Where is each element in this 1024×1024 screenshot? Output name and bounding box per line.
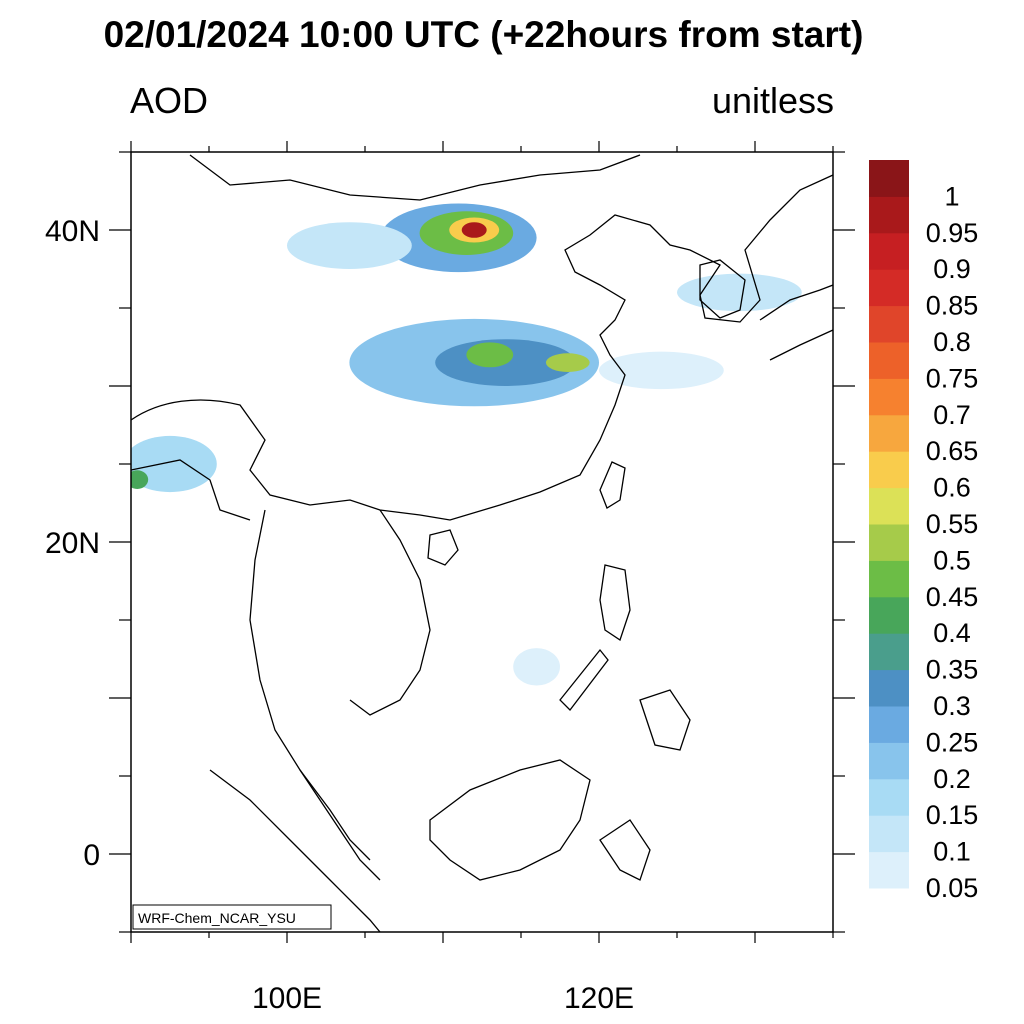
colorbar-label: 0.45 xyxy=(926,582,979,612)
coastline-vietnam xyxy=(349,509,431,716)
coastline-japan xyxy=(759,284,833,361)
y-tick-label: 40N xyxy=(45,215,100,248)
colorbar-label: 0.5 xyxy=(933,545,971,575)
colorbar-swatch xyxy=(869,633,909,671)
colorbar-swatch xyxy=(869,669,909,707)
colorbar-swatch xyxy=(869,414,909,452)
colorbar-swatch xyxy=(869,487,909,525)
units-label: unitless xyxy=(711,80,834,121)
colorbar-swatch xyxy=(869,742,909,780)
y-tick-label: 0 xyxy=(83,839,100,872)
plume-inner-mongolia-peak xyxy=(461,222,487,238)
colorbar-label: 1 xyxy=(944,181,959,211)
coastline-luzon xyxy=(599,564,631,642)
colorbar-swatch xyxy=(869,378,909,416)
colorbar-swatch xyxy=(869,305,909,343)
variable-label: AOD xyxy=(130,80,209,121)
haze-yangtze xyxy=(545,353,590,372)
colorbar-swatch xyxy=(869,160,909,197)
y-tick-label: 20N xyxy=(45,527,100,560)
colorbar-swatch xyxy=(869,196,909,234)
colorbar-label: 0.4 xyxy=(933,618,971,648)
colorbar-label: 0.7 xyxy=(933,400,971,430)
haze-wuhan xyxy=(466,342,514,368)
credit-box: WRF-Chem_NCAR_YSU xyxy=(132,904,332,930)
coastline-borneo xyxy=(429,759,591,881)
coastline-mindanao xyxy=(639,689,691,751)
colorbar-label: 0.6 xyxy=(933,473,971,503)
haze-bangladesh-core xyxy=(131,470,149,489)
colorbar-label: 0.25 xyxy=(926,727,979,757)
coastline-taiwan xyxy=(599,461,626,509)
x-tick-label: 120E xyxy=(564,982,634,1015)
coastline-palawan xyxy=(559,648,609,711)
haze-myanmar xyxy=(131,435,217,493)
colorbar-swatch xyxy=(869,232,909,270)
model-credit: WRF-Chem_NCAR_YSU xyxy=(138,910,296,926)
coastline-malay xyxy=(299,769,371,861)
colorbar-label: 0.2 xyxy=(933,764,971,794)
colorbar-label: 0.55 xyxy=(926,509,979,539)
coastline-china xyxy=(131,174,833,521)
coastline-hainan xyxy=(427,529,459,566)
colorbar-swatch xyxy=(869,269,909,307)
colorbar: 0.05 0.1 0.15 0.2 0.25 0.3 0.35 0.4 0.45 0.5 0.55 0… xyxy=(869,160,978,903)
colorbar-swatch xyxy=(869,451,909,489)
colorbar-label: 0.1 xyxy=(933,837,971,867)
axes: 100E 120E 40N 20N 0 xyxy=(45,141,855,1015)
coastline-sumatra xyxy=(209,769,381,932)
haze-east-china-sea xyxy=(599,351,724,390)
colorbar-swatch xyxy=(869,851,909,889)
coastline-sulawesi xyxy=(599,819,651,881)
haze-northwest xyxy=(287,222,412,269)
aod-field xyxy=(131,203,802,686)
colorbar-label: 0.8 xyxy=(933,327,971,357)
colorbar-swatch xyxy=(869,560,909,598)
colorbar-label: 0.95 xyxy=(926,218,979,248)
colorbar-swatch xyxy=(869,342,909,379)
coastlines xyxy=(131,154,833,932)
haze-korea xyxy=(677,273,802,312)
colorbar-label: 0.9 xyxy=(933,254,971,284)
border-mongolia xyxy=(189,154,641,201)
colorbar-label: 0.3 xyxy=(933,691,971,721)
haze-south-china-sea xyxy=(513,648,560,686)
colorbar-label: 0.65 xyxy=(926,436,979,466)
x-tick-label: 100E xyxy=(252,982,322,1015)
coastline-indochina xyxy=(249,509,381,881)
colorbar-swatch xyxy=(869,596,909,634)
colorbar-label: 0.15 xyxy=(926,800,979,830)
colorbar-swatch xyxy=(869,706,909,743)
colorbar-label: 0.85 xyxy=(926,291,979,321)
border-sichuan xyxy=(131,459,251,521)
colorbar-swatch xyxy=(869,778,909,816)
colorbar-swatch xyxy=(869,524,909,561)
coastline-korea xyxy=(699,259,746,319)
map-title: 02/01/2024 10:00 UTC (+22hours from star… xyxy=(103,14,864,55)
colorbar-label: 0.35 xyxy=(926,655,979,685)
colorbar-label: 0.75 xyxy=(926,363,979,393)
colorbar-swatch xyxy=(869,815,909,853)
colorbar-label: 0.05 xyxy=(926,873,979,903)
